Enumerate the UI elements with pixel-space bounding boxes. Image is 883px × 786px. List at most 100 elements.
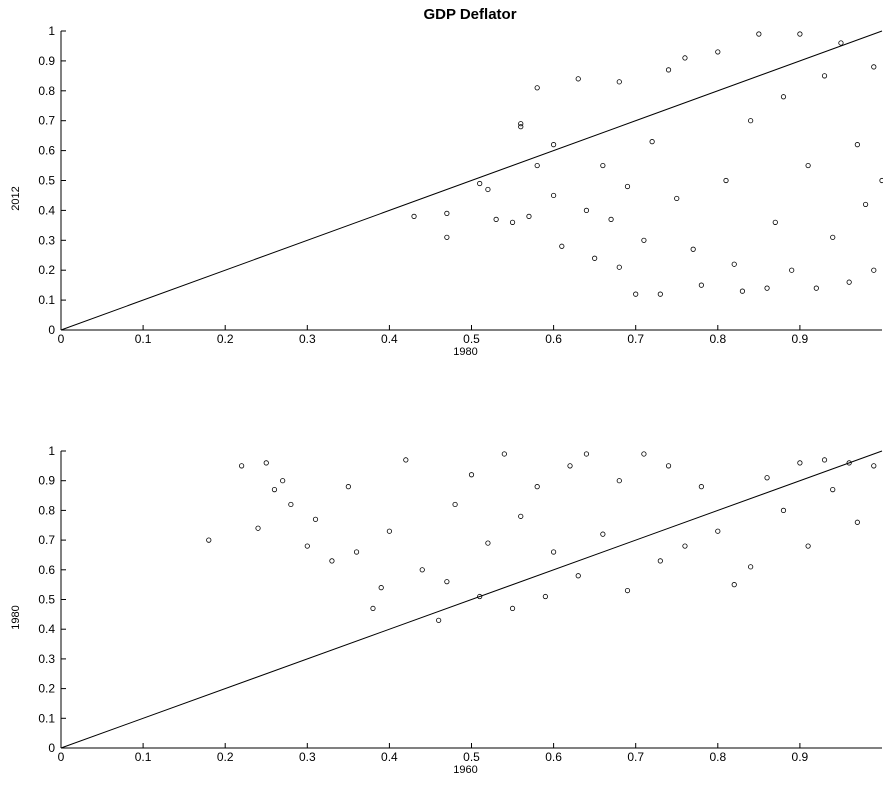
y-tick-label: 0.2 [38, 682, 55, 696]
y-tick-label: 0.3 [38, 652, 55, 666]
scatter-point [830, 234, 836, 240]
scatter-point [280, 478, 286, 484]
x-tick-label: 0.1 [135, 332, 152, 346]
scatter-point [871, 267, 877, 273]
scatter-point [263, 460, 269, 466]
scatter-point [608, 216, 614, 222]
scatter-point [649, 139, 655, 145]
scatter-point [624, 183, 631, 190]
y-tick-label: 0.2 [38, 263, 55, 277]
x-tick-label: 0.2 [217, 750, 234, 764]
scatter-point [485, 186, 491, 193]
y-tick-label: 0.6 [38, 563, 55, 577]
scatter-point [789, 267, 795, 273]
scatter-point [477, 593, 483, 600]
scatter-point [509, 605, 516, 612]
scatter-point [854, 519, 860, 525]
scatter-point [304, 543, 310, 549]
x-tick-label: 0.5 [463, 750, 480, 764]
scatter-point [616, 264, 622, 270]
x-tick-label: 0 [58, 750, 65, 764]
scatter-point [715, 49, 721, 55]
scatter-point [731, 261, 737, 267]
scatter-point [600, 162, 606, 169]
scatter-point [821, 73, 828, 79]
reference-line-45deg [60, 450, 883, 749]
scatter-point [723, 177, 729, 184]
scatter-point [805, 543, 811, 549]
scatter-point [871, 463, 877, 469]
scatter-point [633, 291, 639, 297]
figure-title: GDP Deflator [423, 6, 516, 23]
scatter-point [575, 76, 581, 82]
scatter-point [674, 195, 680, 202]
scatter-point [411, 213, 417, 219]
y-tick-label: 0.9 [38, 54, 55, 68]
scatter-point [444, 234, 450, 240]
scatter-point [616, 478, 622, 484]
x-tick-label: 0.2 [217, 332, 234, 346]
scatter-point [838, 40, 844, 46]
scatter-point [444, 210, 450, 216]
scatter-point [805, 162, 811, 169]
scatter-point [419, 567, 425, 573]
scatter-point [797, 31, 803, 37]
x-axis-label: 1960 [453, 764, 477, 776]
scatter-point [518, 121, 524, 127]
scatter-point [830, 487, 836, 493]
y-tick-label: 0.6 [38, 144, 55, 158]
scatter-point [583, 451, 590, 457]
scatter-point [378, 585, 384, 591]
scatter-point [534, 484, 540, 490]
scatter-point [550, 192, 557, 199]
scatter-point [657, 558, 663, 564]
scatter-point [764, 475, 770, 481]
scatter-point [353, 549, 360, 555]
scatter-point [559, 243, 565, 249]
scatter-point [813, 285, 819, 291]
scatter-point [846, 279, 852, 285]
scatter-point [698, 484, 704, 490]
scatter-point [370, 605, 376, 612]
scatter-point [386, 528, 392, 534]
x-tick-label: 0.7 [627, 332, 644, 346]
scatter-point [748, 564, 754, 570]
scatter-point [772, 219, 778, 225]
x-tick-label: 0.1 [135, 750, 152, 764]
scatter-point [452, 501, 458, 508]
scatter-point [239, 463, 245, 469]
scatter-point [345, 484, 351, 490]
scatter-point [641, 451, 647, 457]
scatter-point [493, 216, 499, 222]
scatter-point [477, 180, 483, 187]
scatter-point [271, 487, 278, 493]
x-tick-label: 0.6 [545, 332, 562, 346]
x-tick-label: 0 [58, 332, 65, 346]
scatter-point [682, 55, 688, 61]
scatter-point [657, 291, 663, 297]
scatter-point [436, 617, 442, 623]
scatter-point [797, 460, 803, 466]
scatter-point [871, 64, 877, 70]
scatter-point [255, 525, 261, 531]
scatter-point [641, 237, 647, 243]
y-tick-label: 0 [48, 741, 55, 755]
y-tick-label: 0.5 [38, 593, 55, 607]
y-axis-label: 1980 [10, 605, 22, 629]
x-axis-label: 1980 [453, 346, 477, 358]
scatter-point [534, 162, 540, 169]
scatter-point [444, 579, 450, 585]
y-axis-label: 2012 [10, 186, 22, 210]
x-tick-label: 0.9 [792, 750, 809, 764]
scatter-point [731, 582, 737, 588]
scatter-point [682, 543, 688, 549]
y-tick-label: 0.1 [38, 293, 55, 307]
scatter-point [780, 94, 787, 100]
x-tick-label: 0.4 [381, 332, 398, 346]
y-tick-label: 0.3 [38, 233, 55, 247]
scatter-point [624, 587, 631, 594]
x-tick-label: 0.8 [709, 750, 726, 764]
y-tick-label: 0.7 [38, 533, 55, 547]
